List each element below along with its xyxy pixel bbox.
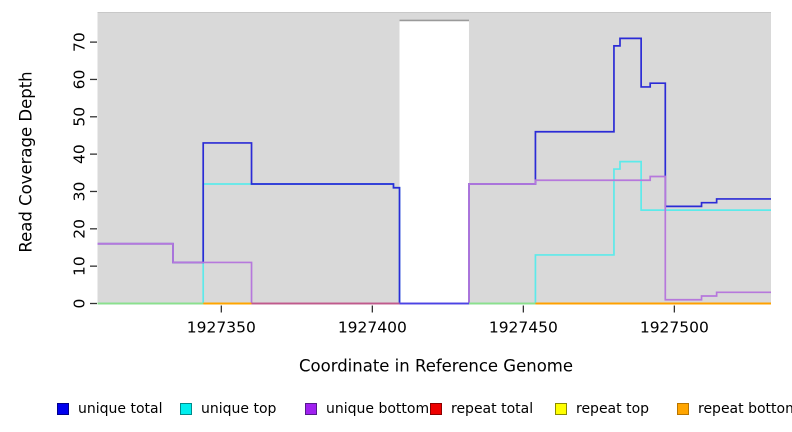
svg-text:1927500: 1927500 — [640, 319, 709, 337]
x-axis-title: Coordinate in Reference Genome — [298, 356, 574, 376]
svg-text:40: 40 — [71, 144, 89, 164]
legend-label-repeat-total: repeat total — [451, 401, 534, 417]
legend-swatch-repeat-bottom — [677, 403, 689, 415]
legend-item-unique-total: unique total — [57, 401, 162, 417]
svg-text:20: 20 — [71, 219, 89, 239]
legend-swatch-unique-total — [57, 403, 69, 415]
svg-text:30: 30 — [71, 182, 89, 202]
svg-text:0: 0 — [71, 299, 89, 309]
legend-item-repeat-bottom: repeat bottom — [677, 401, 792, 417]
legend: unique total unique top unique bottom re… — [0, 398, 792, 422]
svg-text:70: 70 — [71, 32, 89, 52]
legend-swatch-repeat-total — [430, 403, 442, 415]
legend-swatch-unique-top — [180, 403, 192, 415]
legend-item-repeat-total: repeat total — [430, 401, 533, 417]
svg-text:1927450: 1927450 — [489, 319, 558, 337]
svg-text:10: 10 — [71, 256, 89, 276]
legend-label-unique-total: unique total — [78, 401, 163, 417]
y-axis-title: Read Coverage Depth — [16, 71, 36, 253]
svg-text:50: 50 — [71, 107, 89, 127]
legend-item-unique-top: unique top — [180, 401, 276, 417]
svg-text:1927400: 1927400 — [338, 319, 407, 337]
legend-label-unique-bottom: unique bottom — [326, 401, 430, 417]
legend-item-repeat-top: repeat top — [555, 401, 649, 417]
legend-item-unique-bottom: unique bottom — [305, 401, 429, 417]
legend-label-repeat-bottom: repeat bottom — [698, 401, 792, 417]
legend-swatch-repeat-top — [555, 403, 567, 415]
svg-text:1927350: 1927350 — [187, 319, 256, 337]
legend-label-repeat-top: repeat top — [576, 401, 650, 417]
legend-swatch-unique-bottom — [305, 403, 317, 415]
legend-label-unique-top: unique top — [201, 401, 277, 417]
svg-text:60: 60 — [71, 70, 89, 90]
